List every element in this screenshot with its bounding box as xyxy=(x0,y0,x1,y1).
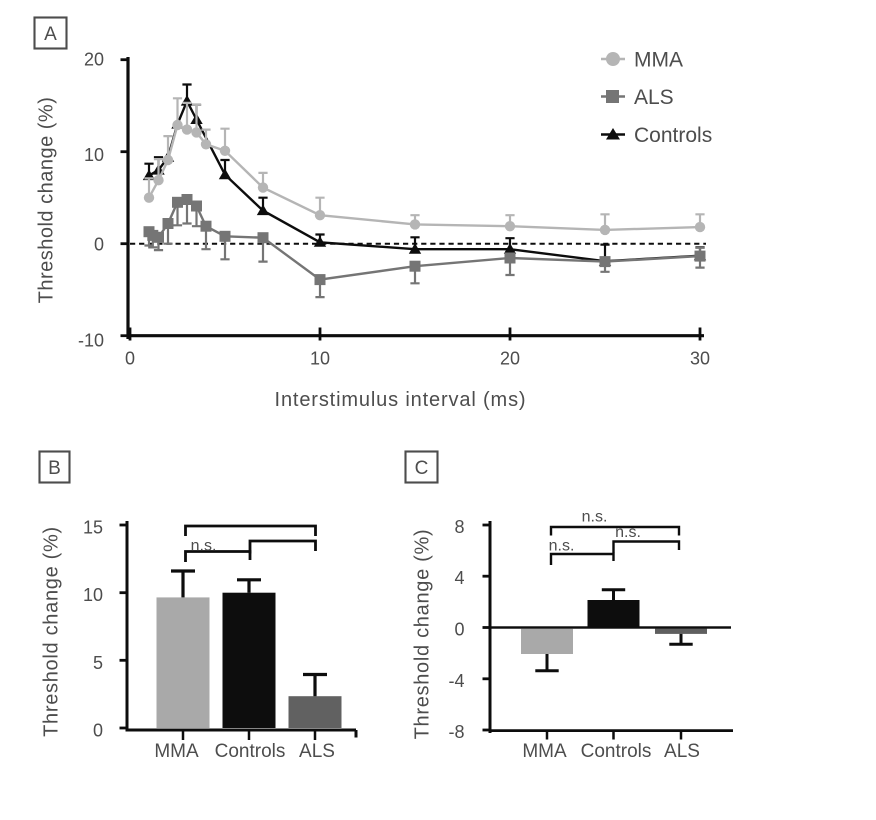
svg-text:A: A xyxy=(44,24,57,45)
svg-text:10: 10 xyxy=(84,145,104,165)
svg-text:n.s.: n.s. xyxy=(191,538,217,555)
svg-text:10: 10 xyxy=(83,585,103,605)
svg-text:0: 0 xyxy=(454,620,464,640)
svg-text:MMA: MMA xyxy=(154,741,199,762)
svg-text:ALS: ALS xyxy=(664,741,700,762)
svg-text:Controls: Controls xyxy=(581,741,652,762)
svg-text:30: 30 xyxy=(690,349,710,369)
svg-text:5: 5 xyxy=(93,653,103,673)
svg-text:Controls: Controls xyxy=(215,741,286,762)
svg-text:C: C xyxy=(415,458,429,479)
svg-text:-8: -8 xyxy=(448,722,464,742)
svg-text:Interstimulus interval (ms): Interstimulus interval (ms) xyxy=(275,389,527,411)
svg-text:10: 10 xyxy=(310,349,330,369)
svg-text:ALS: ALS xyxy=(634,86,674,109)
svg-text:20: 20 xyxy=(500,349,520,369)
svg-text:8: 8 xyxy=(454,517,464,537)
svg-text:B: B xyxy=(48,458,61,479)
svg-text:Threshold change (%): Threshold change (%) xyxy=(41,526,63,737)
svg-text:-4: -4 xyxy=(448,671,464,691)
svg-text:n.s.: n.s. xyxy=(582,509,608,526)
svg-text:Controls: Controls xyxy=(634,124,712,147)
svg-text:0: 0 xyxy=(93,721,103,741)
svg-text:MMA: MMA xyxy=(634,49,683,72)
svg-text:0: 0 xyxy=(125,349,135,369)
svg-text:Threshold change (%): Threshold change (%) xyxy=(412,529,434,740)
svg-text:ALS: ALS xyxy=(299,741,335,762)
svg-text:4: 4 xyxy=(454,568,464,588)
svg-text:Threshold change (%): Threshold change (%) xyxy=(36,97,58,304)
svg-text:20: 20 xyxy=(84,50,104,70)
svg-text:n.s.: n.s. xyxy=(549,538,575,555)
svg-text:0: 0 xyxy=(94,235,104,255)
svg-text:15: 15 xyxy=(83,518,103,538)
svg-text:n.s.: n.s. xyxy=(615,524,641,541)
svg-text:-10: -10 xyxy=(78,331,104,351)
svg-text:MMA: MMA xyxy=(522,741,567,762)
